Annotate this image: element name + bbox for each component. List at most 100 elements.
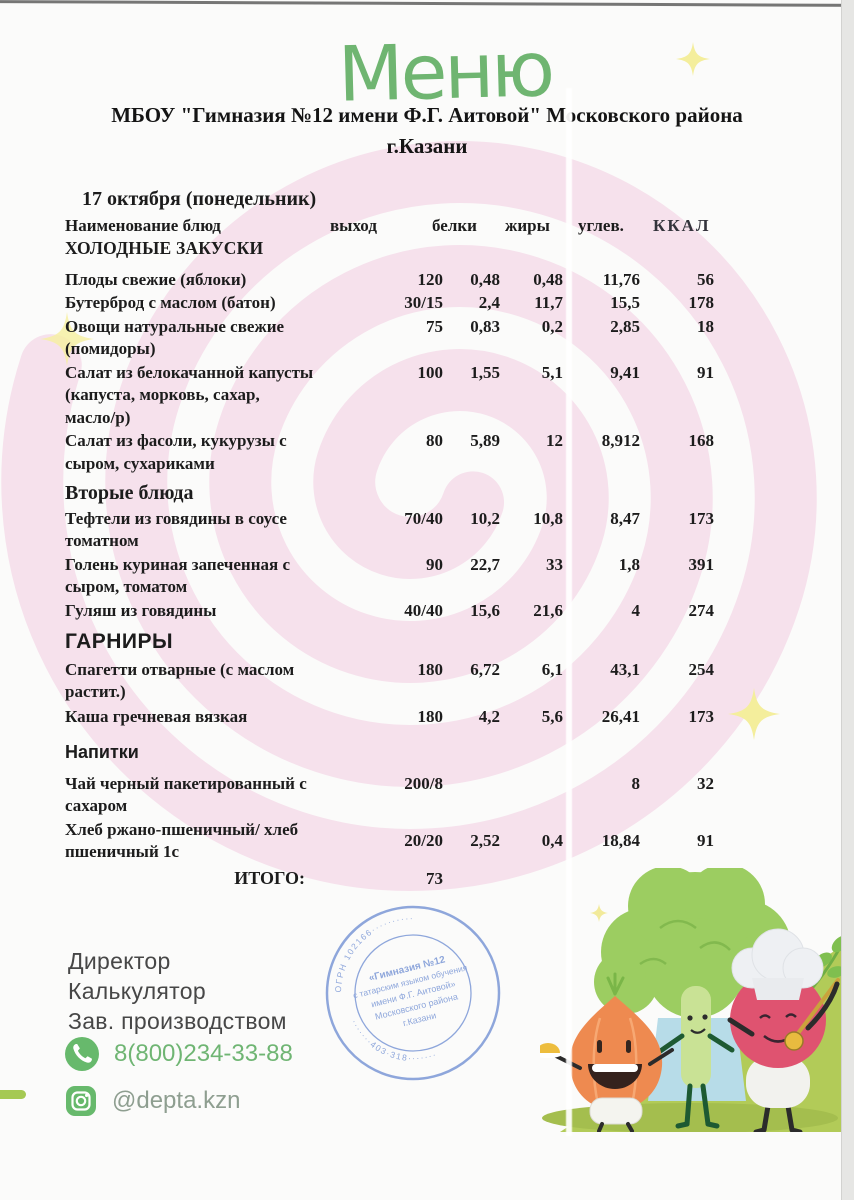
table-row: Спагетти отварные (с маслом растит.) 180…	[65, 659, 717, 704]
sparkle-icon	[676, 42, 710, 76]
total-row: ИТОГО: 73	[65, 868, 717, 891]
table-row: Хлеб ржано-пшеничный/ хлеб пшеничный 1с …	[65, 819, 717, 864]
dish-output: 120	[417, 269, 444, 289]
dish-carb: 8,912	[601, 431, 640, 450]
dish-protein: 6,72	[470, 659, 500, 679]
dish-name: Овощи натуральные свежие (помидоры)	[65, 316, 285, 359]
dish-output: 200/8	[404, 773, 443, 793]
dish-kcal: 56	[697, 269, 714, 289]
section-row: ХОЛОДНЫЕ ЗАКУСКИ	[65, 236, 717, 260]
scan-edge-shadow	[841, 0, 854, 1200]
dish-output: 20/20	[404, 830, 443, 850]
scan-crease-line	[566, 88, 572, 1136]
dish-kcal: 173	[688, 706, 715, 726]
signatory-calculator: Калькулятор	[68, 978, 206, 1004]
dish-output: 90	[426, 554, 443, 574]
dish-protein: 0,48	[470, 269, 500, 289]
table-row: Салат из фасоли, кукурузы с сыром, сухар…	[65, 430, 717, 475]
menu-table: Наименование блюд выход белки жиры углев…	[65, 216, 717, 891]
sparkle-icon	[590, 904, 608, 922]
section-row: Вторые блюда	[65, 482, 717, 505]
table-row: Тефтели из говядины в соусе томатном 70/…	[65, 508, 717, 553]
total-value: 73	[426, 868, 443, 888]
dish-carb: 2,85	[610, 316, 640, 336]
table-row: Салат из белокачанной капусты (капуста, …	[65, 362, 717, 430]
section-title: Вторые блюда	[65, 482, 194, 504]
dish-kcal: 18	[697, 316, 714, 336]
col-header-protein: белки	[432, 216, 477, 235]
signatories-block: Директор Калькулятор Зав. производством	[68, 946, 287, 1036]
dish-output: 40/40	[404, 600, 443, 620]
dish-kcal: 391	[688, 554, 715, 574]
dish-output: 180	[417, 659, 444, 679]
sparkle-icon	[40, 312, 94, 366]
dish-kcal: 173	[688, 508, 715, 528]
dish-output: 75	[426, 316, 443, 336]
dish-carb: 11,76	[602, 269, 640, 289]
dish-kcal: 32	[697, 773, 714, 793]
dish-carb: 26,41	[601, 706, 640, 726]
dish-kcal: 254	[688, 659, 715, 679]
instagram-handle: @depta.kzn	[112, 1087, 241, 1114]
table-row: Гуляш из говядины 40/40 15,6 21,6 4 274	[65, 600, 717, 623]
dish-carb: 1,8	[618, 554, 640, 574]
dish-name: Хлеб ржано-пшеничный/ хлеб пшеничный 1с	[65, 819, 299, 862]
dish-protein: 4,2	[478, 706, 500, 726]
dish-fat: 21,6	[533, 600, 563, 620]
dish-kcal: 178	[688, 293, 715, 312]
dish-protein: 5,89	[470, 431, 500, 450]
dish-name: Голень куриная запеченная с сыром, томат…	[65, 554, 291, 597]
date-heading: 17 октября (понедельник)	[82, 188, 317, 210]
dish-carb: 18,84	[601, 830, 640, 850]
dish-protein: 22,7	[470, 554, 500, 574]
dish-kcal: 91	[697, 362, 714, 382]
dish-carb: 9,41	[610, 362, 640, 382]
dish-protein	[443, 773, 500, 818]
org-title-line2: г.Казани	[386, 134, 468, 158]
total-label: ИТОГО:	[234, 867, 305, 888]
dish-name: Тефтели из говядины в соусе томатном	[65, 508, 287, 551]
dish-kcal: 274	[688, 600, 715, 620]
dish-fat: 12	[546, 431, 563, 450]
dish-fat: 5,6	[541, 706, 563, 726]
dish-name: Каша гречневая вязкая	[65, 706, 248, 726]
official-stamp: ОГРН 102166·········· ·······403·318····…	[318, 905, 501, 1081]
table-row: Каша гречневая вязкая 180 4,2 5,6 26,41 …	[65, 706, 717, 729]
table-row: Овощи натуральные свежие (помидоры) 75 0…	[65, 316, 717, 361]
phone-row: 8(800)234-33-88	[64, 1036, 293, 1072]
vegetables-illustration	[540, 868, 854, 1132]
signatory-production-manager: Зав. производством	[68, 1008, 287, 1034]
table-row: Плоды свежие (яблоки) 120 0,48 0,48 11,7…	[65, 269, 717, 292]
dish-carb: 15,5	[610, 293, 640, 312]
table-row: Бутерброд с маслом (батон) 30/15 2,4 11,…	[65, 292, 717, 315]
dish-protein: 0,83	[470, 316, 500, 336]
phone-icon	[65, 1037, 99, 1071]
dish-output: 30/15	[404, 293, 443, 312]
dish-fat: 11,7	[534, 293, 563, 312]
dish-name: Бутерброд с маслом (батон)	[65, 293, 276, 312]
dish-output: 100	[417, 362, 444, 382]
section-title: ХОЛОДНЫЕ ЗАКУСКИ	[65, 238, 264, 258]
section-title: Напитки	[65, 742, 139, 762]
dish-carb: 43,1	[610, 659, 640, 679]
dish-name: Плоды свежие (яблоки)	[65, 269, 247, 289]
dish-carb: 4	[631, 600, 641, 620]
table-header-row: Наименование блюд выход белки жиры углев…	[65, 216, 717, 236]
dish-kcal: 91	[697, 830, 714, 850]
col-header-name: Наименование блюд	[65, 216, 221, 235]
dish-fat	[500, 773, 563, 818]
scan-green-sliver	[0, 1090, 26, 1099]
org-title-line1: МБОУ "Гимназия №12 имени Ф.Г. Аитовой" М…	[111, 103, 743, 127]
ladle	[784, 978, 840, 1051]
dish-protein: 15,6	[470, 600, 500, 620]
dish-kcal: 168	[688, 431, 715, 450]
instagram-icon	[66, 1086, 96, 1116]
dish-name: Салат из фасоли, кукурузы с сыром, сухар…	[65, 431, 287, 473]
col-header-fat: жиры	[505, 216, 550, 235]
instagram-row: @depta.kzn	[64, 1084, 293, 1118]
dish-fat: 10,8	[533, 508, 563, 528]
dish-fat: 0,48	[533, 269, 563, 289]
table-row: Чай черный пакетированный с сахаром 200/…	[65, 773, 717, 818]
dish-name: Чай черный пакетированный с сахаром	[65, 773, 307, 816]
dish-carb: 8	[631, 773, 641, 793]
